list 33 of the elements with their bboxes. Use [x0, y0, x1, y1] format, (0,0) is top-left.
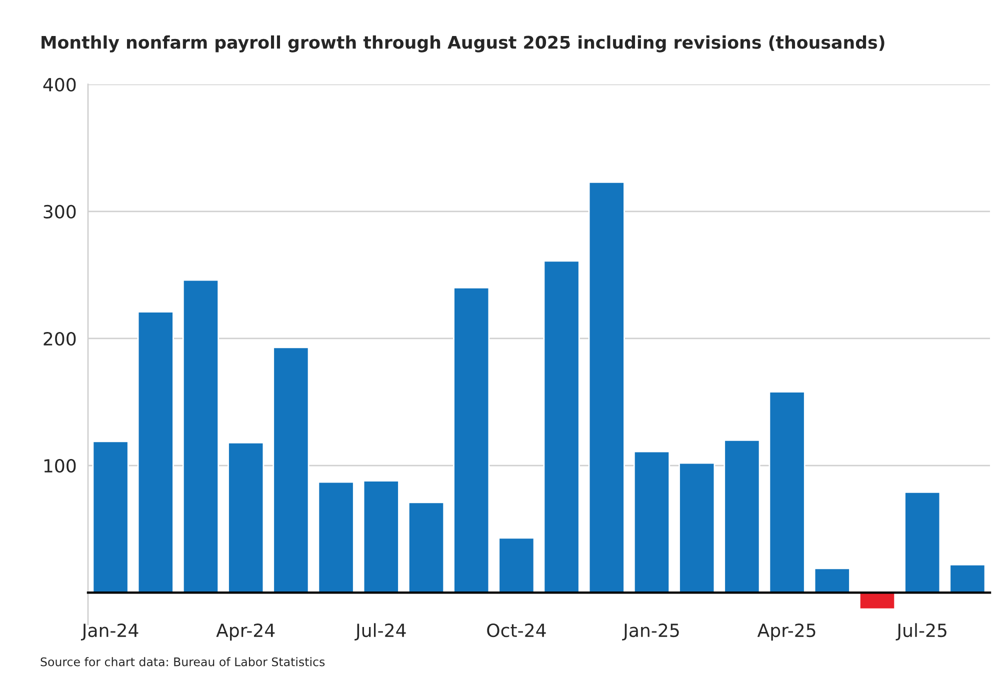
bar: [228, 442, 264, 594]
bar: [182, 279, 220, 594]
bar: [768, 391, 806, 594]
bar: [318, 481, 354, 594]
bar: [633, 450, 670, 594]
bar: [678, 462, 716, 594]
x-tick-label: Apr-24: [216, 623, 275, 641]
x-tick-label: Jul-25: [896, 623, 946, 640]
source-note: Source for chart data: Bureau of Labor Statistics: [40, 657, 325, 666]
x-tick-label: Jan-25: [622, 623, 679, 640]
bar: [362, 480, 400, 594]
x-tick-label: Jul-24: [354, 623, 406, 640]
bar: [272, 346, 310, 594]
bar: [408, 502, 445, 594]
bar: [588, 182, 625, 594]
bar: [904, 492, 941, 594]
bar: [453, 286, 490, 594]
y-tick-label: 300: [44, 204, 76, 219]
x-tick-label: Apr-25: [757, 623, 816, 641]
bar: [858, 592, 896, 610]
bar: [92, 440, 129, 594]
x-tick-label: Oct-24: [487, 623, 546, 638]
y-tick-label: 200: [44, 332, 76, 346]
bar: [543, 260, 580, 594]
y-tick-label: 400: [43, 78, 76, 92]
bar: [137, 311, 174, 594]
bar: [724, 439, 760, 594]
y-tick-label: 100: [44, 459, 76, 473]
bar: [949, 564, 986, 594]
bar: [498, 537, 535, 594]
x-tick-label: Jan-24: [80, 623, 138, 640]
bar: [814, 568, 850, 594]
chart-title: Monthly nonfarm payroll growth through August 2025 including revisions (thousands): [42, 35, 884, 52]
